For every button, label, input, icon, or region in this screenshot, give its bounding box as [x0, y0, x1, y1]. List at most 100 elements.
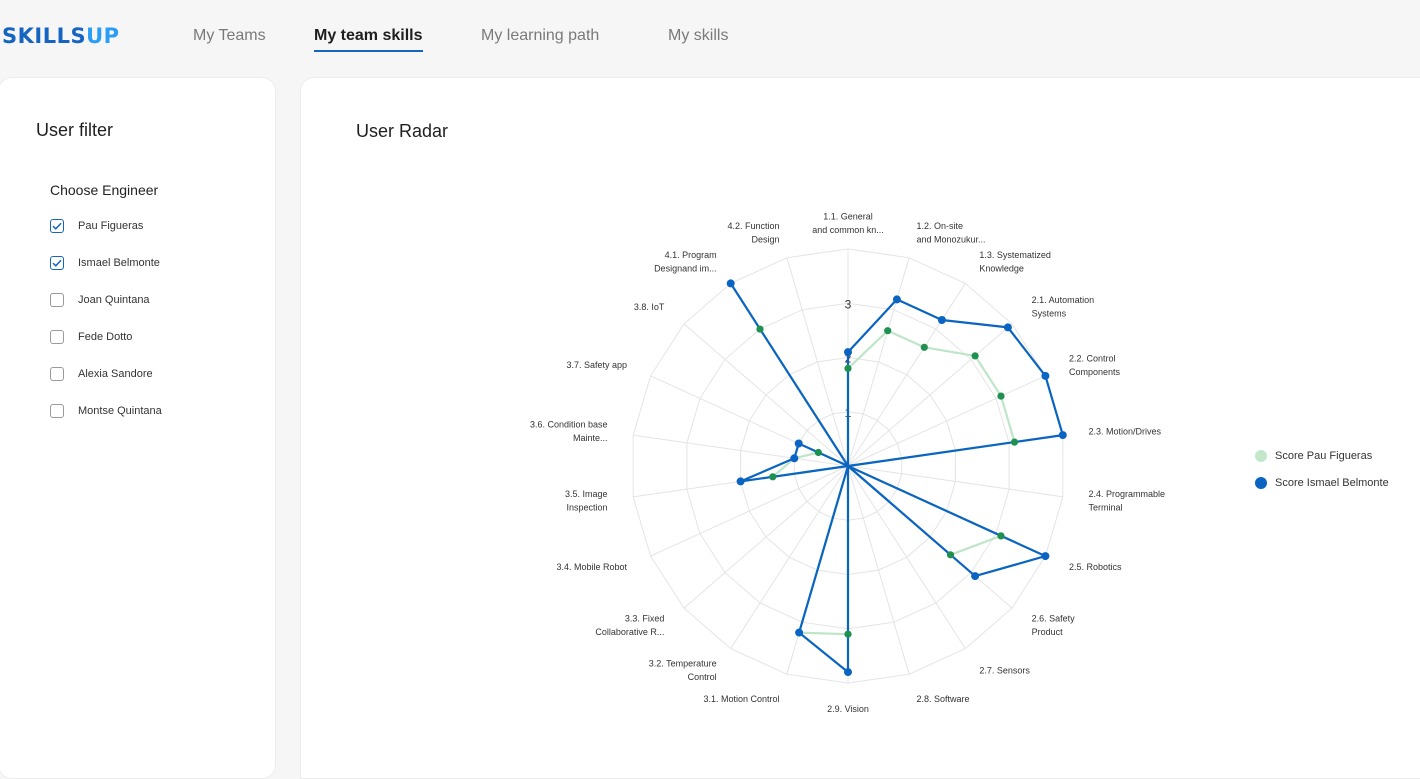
engineer-option-montse-quintana[interactable]: Montse Quintana — [50, 402, 162, 420]
radar-axis-label: 2.1. Automation Systems — [1032, 295, 1095, 319]
radar-axis-label: 3.8. IoT — [634, 302, 665, 312]
radar-chart-area: 1 2 3 1.1. General and common kn... 1.2. On-s… — [530, 211, 1166, 714]
engineer-option-alexia-sandore[interactable]: Alexia Sandore — [50, 365, 153, 383]
series-ismael-belmonte-point — [937, 316, 946, 324]
series-ismael-belmonte-point — [1041, 371, 1050, 380]
radar-axis-label-line: 2.5. Robotics — [1069, 562, 1122, 572]
engineer-option-pau-figueras[interactable]: Pau Figueras — [50, 217, 143, 235]
series-ismael-belmonte-point — [794, 439, 803, 448]
radar-axis-label-line: 4.2. Function — [727, 221, 779, 231]
series-pau-figueras-point — [844, 630, 852, 638]
radar-axis-label: 2.3. Motion/Drives — [1089, 426, 1162, 436]
radar-axis-label: 2.7. Sensors — [979, 665, 1030, 675]
engineer-option-fede-dotto[interactable]: Fede Dotto — [50, 328, 132, 346]
radar-spoke — [786, 257, 849, 467]
radar-axis-label-line: 3.8. IoT — [634, 302, 665, 312]
series-ismael-belmonte-point — [892, 295, 901, 304]
engineer-checkbox[interactable] — [50, 256, 64, 270]
radar-axis-label: 3.4. Mobile Robot — [556, 562, 627, 572]
radar-axis-label-line: 1.2. On-site — [917, 221, 964, 231]
series-pau-figueras-point — [814, 448, 823, 457]
radar-axis-label-line: Knowledge — [979, 263, 1024, 273]
series-pau-figueras-point — [946, 551, 955, 559]
radar-axis-label: 2.2. Control Components — [1069, 353, 1121, 377]
series-ismael-belmonte-point — [1003, 323, 1012, 332]
engineer-name: Fede Dotto — [78, 331, 133, 343]
radar-spoke — [847, 375, 1046, 467]
radar-axis-label: 4.2. Function Design — [727, 221, 779, 245]
legend-dot — [1255, 477, 1267, 489]
radar-axis-label: 1.3. Systematized Knowledge — [979, 250, 1051, 274]
radar-axis-label-line: Designand im... — [654, 263, 717, 273]
check-icon — [52, 222, 62, 230]
radar-axis-label-line: 2.4. Programmable — [1089, 489, 1166, 499]
engineer-checkbox[interactable] — [50, 293, 64, 307]
series-pau-figueras-point — [756, 325, 764, 333]
radar-spoke — [683, 465, 849, 609]
radar-axis-label-line: 2.1. Automation — [1032, 295, 1095, 305]
series-pau-figueras-point — [920, 343, 928, 351]
radar-axis-label-line: 2.8. Software — [917, 694, 970, 704]
legend-pau-figueras[interactable]: Score Pau Figueras — [1255, 450, 1372, 462]
series-ismael-belmonte-point — [736, 477, 745, 486]
series-pau-figueras-point — [884, 327, 892, 335]
engineer-name: Joan Quintana — [78, 294, 150, 306]
series-ismael-belmonte-line — [729, 282, 1064, 674]
radar-axis-label: 3.3. Fixed Collaborative R... — [595, 613, 664, 637]
radar-spoke — [847, 323, 1013, 467]
radar-tick-label: 3 — [845, 297, 852, 311]
engineer-checkbox[interactable] — [50, 330, 64, 344]
engineer-option-joan-quintana[interactable]: Joan Quintana — [50, 291, 150, 309]
engineer-option-ismael-belmonte[interactable]: Ismael Belmonte — [50, 254, 160, 272]
radar-axis-label: 3.2. Temperature Control — [649, 659, 717, 683]
radar-axis-label-line: Product — [1032, 627, 1064, 637]
series-ismael-belmonte-point — [844, 348, 852, 357]
engineer-name: Pau Figueras — [78, 220, 144, 232]
user-filter-title: User filter — [36, 120, 114, 140]
engineer-checkbox[interactable] — [50, 404, 64, 418]
radar-axis-label: 2.4. Programmable Terminal — [1089, 489, 1166, 513]
radar-axis-label-line: Collaborative R... — [595, 627, 664, 637]
radar-axis-label-line: 1.3. Systematized — [979, 250, 1051, 260]
engineer-checkbox[interactable] — [50, 219, 64, 233]
user-filter-panel: User filter Choose Engineer Pau Figueras… — [0, 77, 276, 779]
radar-axis-label-line: Systems — [1032, 309, 1067, 319]
series-ismael-belmonte-point — [726, 279, 735, 288]
radar-axis-label-line: 4.1. Program — [665, 250, 717, 260]
top-bar: SKILLSUP My Teams My team skills My lear… — [0, 0, 1420, 76]
radar-axis-label-line: 3.4. Mobile Robot — [556, 562, 627, 572]
radar-axis-label: 2.5. Robotics — [1069, 562, 1122, 572]
radar-axis-label: 3.7. Safety app — [566, 360, 627, 370]
radar-axis-label-line: 3.3. Fixed — [625, 613, 665, 623]
radar-axis-label-line: Terminal — [1089, 502, 1123, 512]
engineer-checkbox[interactable] — [50, 367, 64, 381]
app-logo[interactable]: SKILLSUP — [2, 24, 120, 48]
radar-axis-label-line: 3.7. Safety app — [566, 360, 627, 370]
radar-axis-label: 3.1. Motion Control — [703, 694, 779, 704]
series-ismael-belmonte-point — [795, 628, 804, 637]
choose-engineer-label: Choose Engineer — [50, 182, 159, 198]
nav-my-learning-path[interactable]: My learning path — [481, 27, 600, 44]
logo-main-text: SKILLS — [2, 24, 87, 48]
nav-my-skills[interactable]: My skills — [668, 27, 729, 44]
radar-axis-label: 1.2. On-site and Monozukur... — [917, 221, 986, 245]
nav-my-team-skills[interactable]: My team skills — [314, 27, 423, 52]
series-pau-figueras-point — [844, 364, 852, 372]
series-ismael-belmonte-point — [844, 668, 852, 677]
radar-spoke — [650, 465, 849, 557]
radar-axis-label: 2.9. Vision — [827, 704, 869, 714]
radar-spoke — [847, 257, 910, 467]
user-radar-panel: User Radar — [300, 77, 1420, 779]
nav-my-teams[interactable]: My Teams — [193, 27, 266, 44]
legend-ismael-belmonte[interactable]: Score Ismael Belmonte — [1255, 477, 1389, 489]
engineer-name: Montse Quintana — [78, 405, 162, 417]
user-radar-title: User Radar — [356, 121, 449, 141]
radar-spoke — [683, 323, 849, 467]
radar-axis-label-line: 3.6. Condition base — [530, 420, 608, 430]
radar-axis-label-line: 2.2. Control — [1069, 353, 1116, 363]
legend-label: Score Ismael Belmonte — [1275, 477, 1389, 489]
series-pau-figueras-point — [997, 532, 1005, 540]
series-ismael-belmonte-point — [1041, 552, 1050, 561]
radar-axis-label: 1.1. General and common kn... — [812, 211, 884, 235]
